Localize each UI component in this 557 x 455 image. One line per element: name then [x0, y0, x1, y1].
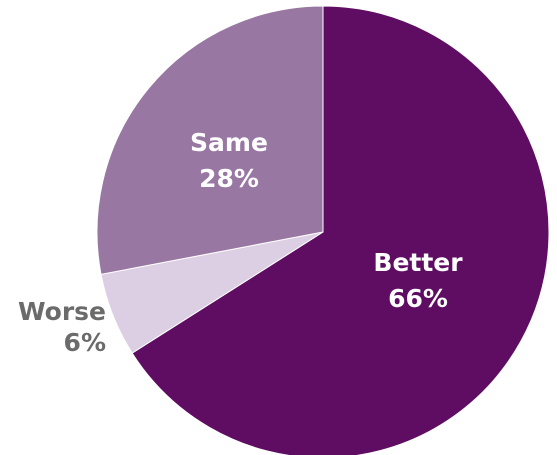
slice-label-better: Better	[373, 248, 463, 277]
slice-value-same: 28%	[199, 164, 259, 193]
pie-slice-same	[96, 5, 324, 275]
pie-slices	[96, 5, 550, 455]
slice-label-same: Same	[190, 128, 268, 157]
pie-labels: Better 66% Worse 6% Same 28%	[18, 128, 463, 357]
slice-value-worse: 6%	[64, 328, 106, 357]
pie-slice-better	[131, 5, 550, 455]
slice-label-worse: Worse	[18, 297, 106, 326]
slice-value-better: 66%	[388, 284, 448, 313]
